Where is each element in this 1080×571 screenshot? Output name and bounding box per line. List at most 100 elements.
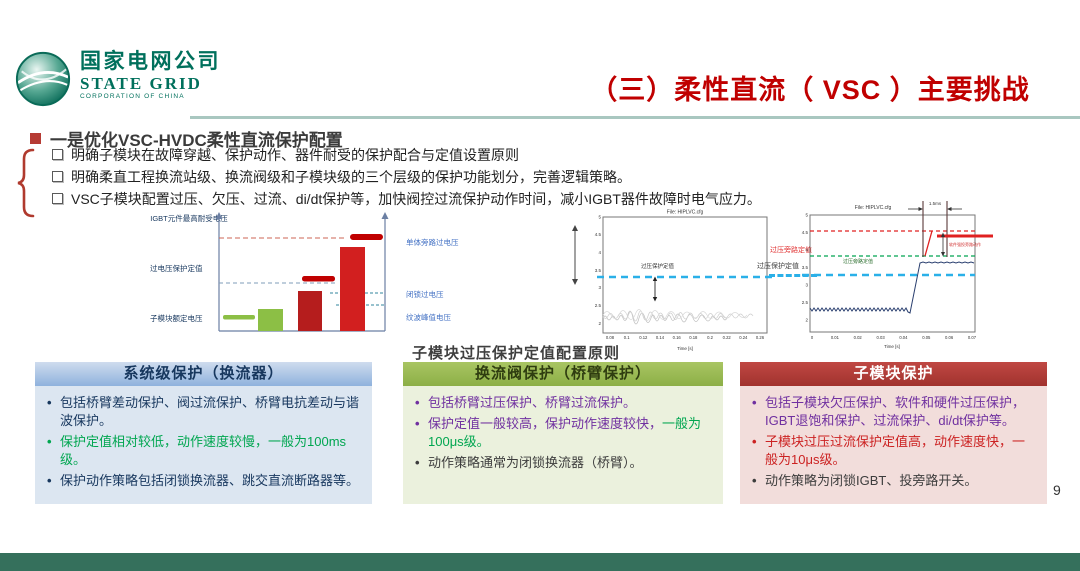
svg-text:5: 5	[598, 215, 601, 220]
bullet-text: 包括桥臂差动保护、阀过流保护、桥臂电抗差动与谐波保护。	[60, 395, 360, 428]
svg-text:0.2: 0.2	[707, 335, 713, 340]
bar-chart-label-rated: 子模块额定电压	[150, 314, 203, 323]
svg-text:0: 0	[811, 335, 814, 340]
bullet-text: 包括子模块欠压保护、软件和硬件过压保护，IGBT退饱和保护、过流保护、di/dt…	[765, 395, 1026, 428]
checkbox-bullet-icon	[52, 149, 63, 160]
svg-text:3: 3	[598, 285, 601, 290]
svg-text:软件强投旁路动作: 软件强投旁路动作	[949, 241, 981, 247]
mid-label-block-overvoltage: 闭锁过电压	[406, 290, 444, 299]
svg-text:Time [s]: Time [s]	[884, 344, 900, 349]
logo-en-text: STATE GRID	[80, 74, 202, 93]
mid-label-bypass-overvoltage: 单体旁路过电压	[406, 238, 459, 247]
svg-text:3: 3	[805, 283, 808, 288]
svg-text:0.01: 0.01	[831, 335, 840, 340]
bullet-text: 保护动作策略包括闭锁换流器、跳交直流断路器等。	[60, 472, 360, 488]
svg-text:0.06: 0.06	[945, 335, 954, 340]
dot-bullet-icon: •	[752, 395, 757, 410]
dot-bullet-icon: •	[47, 433, 52, 449]
page-title: （三）柔性直流（ VSC ）主要挑战	[590, 75, 1030, 105]
section-heading: 一是优化VSC-HVDC柔性直流保护配置	[50, 131, 343, 150]
box-header: 系统级保护（换流器）	[35, 362, 372, 386]
box-header: 换流阀保护（桥臂保护）	[403, 362, 723, 386]
dot-bullet-icon: •	[415, 415, 420, 431]
svg-text:0.14: 0.14	[656, 335, 665, 340]
svg-text:0.12: 0.12	[639, 335, 648, 340]
green-bar	[258, 309, 283, 331]
svg-text:3.5: 3.5	[802, 265, 809, 270]
bar-chart-label-protection: 过电压保护定值	[150, 264, 203, 273]
bullet-text-highlight: 一般为100μs级。	[428, 415, 702, 449]
protection-box-submodule: 子模块保护 • 包括子模块欠压保护、软件和硬件过压保护，IGBT退饱和保护、过流…	[740, 362, 1047, 504]
dot-bullet-icon: •	[752, 433, 757, 449]
list-item: • 包括桥臂过压保护、桥臂过流保护。	[415, 394, 711, 412]
list-item: • 动作策略为闭锁IGBT、投旁路开关。	[752, 472, 1035, 490]
header-divider	[190, 116, 1080, 119]
list-item: • 保护动作策略包括闭锁换流器、跳交直流断路器等。	[47, 472, 360, 490]
dot-bullet-icon: •	[415, 395, 420, 410]
checkbox-bullet-icon	[52, 193, 63, 204]
svg-text:4.5: 4.5	[595, 232, 602, 237]
svg-text:Time [s]: Time [s]	[677, 346, 693, 351]
svg-text:4.5: 4.5	[802, 230, 809, 235]
blue-dashed-bridge	[769, 274, 817, 277]
dot-bullet-icon: •	[752, 472, 757, 488]
red-cap-1	[302, 276, 335, 282]
logo-sub-text: CORPORATION OF CHINA	[80, 93, 185, 100]
protection-box-valve: 换流阀保护（桥臂保护） • 包括桥臂过压保护、桥臂过流保护。 • 保护定值一般较…	[403, 362, 723, 504]
list-item: • 子模块过压过流保护定值高，动作速度快，一般为10μs级。	[752, 433, 1035, 469]
svg-text:0.26: 0.26	[756, 335, 765, 340]
bullet-text: 明确柔直工程换流站级、换流阀级和子模块级的三个层级的保护功能划分，完善逻辑策略。	[71, 169, 631, 185]
square-bullet-icon	[30, 133, 41, 144]
mid-label-ripple-peak: 纹波峰值电压	[406, 313, 451, 322]
svg-text:2.5: 2.5	[595, 303, 602, 308]
dot-bullet-icon: •	[415, 454, 420, 470]
svg-text:4: 4	[598, 250, 601, 255]
svg-text:0.18: 0.18	[689, 335, 698, 340]
bar-chart-label-igbt: IGBT元件最高耐受电压	[150, 214, 228, 223]
svg-text:0.05: 0.05	[922, 335, 931, 340]
svg-text:0.1: 0.1	[624, 335, 630, 340]
svg-text:0.04: 0.04	[899, 335, 908, 340]
page-number: 9	[1053, 482, 1061, 498]
footer-bar	[0, 553, 1080, 571]
svg-text:0.24: 0.24	[739, 335, 748, 340]
bullet-text: VSC子模块配置过压、欠压、过流、di/dt保护等，加快阀控过流保护动作时间，减…	[71, 191, 761, 207]
bullet-text: 动作策略通常为闭锁换流器（桥臂）。	[428, 454, 643, 470]
bullet-text: 保护定值相对较低，动作速度较慢，一般为100ms级。	[60, 433, 347, 467]
list-item: 明确柔直工程换流站级、换流阀级和子模块级的三个层级的保护功能划分，完善逻辑策略。	[52, 169, 1070, 185]
svg-text:0.16: 0.16	[673, 335, 682, 340]
protection-box-system: 系统级保护（换流器） • 包括桥臂差动保护、阀过流保护、桥臂电抗差动与谐波保护。…	[35, 362, 372, 504]
svg-text:2: 2	[598, 321, 601, 326]
svg-text:0.03: 0.03	[877, 335, 886, 340]
globe-icon	[15, 51, 71, 107]
list-item: • 保护定值相对较低，动作速度较慢，一般为100ms级。	[47, 433, 360, 469]
right-label-protection: 过压保护定值	[757, 263, 799, 270]
list-item: • 保护定值一般较高，保护动作速度较快，一般为100μs级。	[415, 415, 711, 451]
logo-cn-text: 国家电网公司	[80, 50, 221, 73]
red-cap-2	[350, 234, 383, 240]
svg-text:3.5: 3.5	[595, 268, 602, 273]
green-level-marker	[223, 315, 255, 320]
list-item: • 动作策略通常为闭锁换流器（桥臂）。	[415, 454, 711, 472]
svg-text:5: 5	[805, 213, 808, 218]
bullet-text: 保护定值一般较高，保护动作速度较快，	[428, 415, 663, 431]
double-arrow-icon	[572, 225, 578, 285]
right-label-bypass: 过压旁路定值	[770, 247, 812, 254]
list-item: • 包括桥臂差动保护、阀过流保护、桥臂电抗差动与谐波保护。	[47, 394, 360, 430]
red-bar-2	[340, 247, 365, 331]
bullet-text: 明确子模块在故障穿越、保护动作、器件耐受的保护配合与定值设置原则	[71, 147, 519, 163]
svg-text:过压旁路定值: 过压旁路定值	[843, 258, 873, 265]
svg-text:过压保护定值: 过压保护定值	[641, 262, 675, 270]
brace-icon	[17, 148, 35, 218]
dot-bullet-icon: •	[47, 395, 52, 410]
svg-text:4: 4	[805, 248, 808, 253]
svg-text:0.08: 0.08	[606, 335, 615, 340]
svg-text:0.02: 0.02	[854, 335, 863, 340]
mid-waveform-chart: File: HIPLVC.cfg 5 4.5 4 3.5 3 2.5 2 过压保…	[595, 210, 775, 351]
red-bar-1	[298, 291, 322, 331]
state-grid-logo: 国家电网公司 STATE GRID CORPORATION OF CHINA	[14, 50, 221, 108]
bullet-text: 包括桥臂过压保护、桥臂过流保护。	[428, 395, 637, 410]
list-item: VSC子模块配置过压、欠压、过流、di/dt保护等，加快阀控过流保护动作时间，减…	[52, 191, 1070, 207]
svg-text:2.5: 2.5	[802, 300, 809, 305]
